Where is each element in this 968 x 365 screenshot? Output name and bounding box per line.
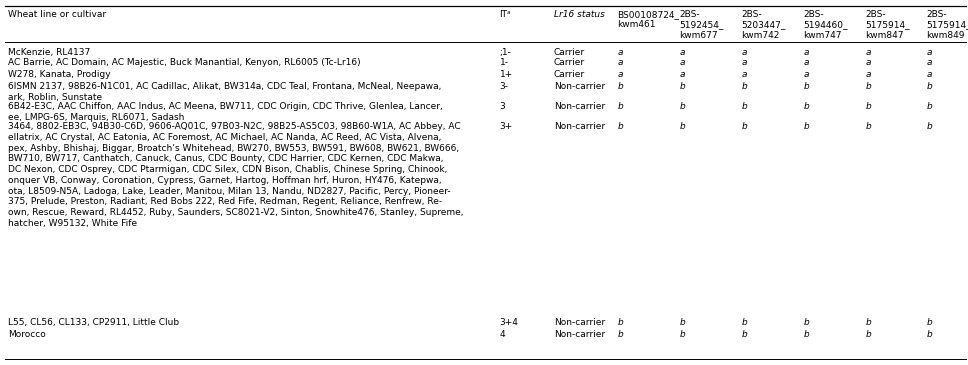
Text: 2BS-
5175914_
kwm849: 2BS- 5175914_ kwm849 bbox=[926, 10, 968, 40]
Text: b: b bbox=[865, 330, 871, 339]
Text: 6B42-E3C, AAC Chiffon, AAC Indus, AC Meena, BW711, CDC Origin, CDC Thrive, Glenl: 6B42-E3C, AAC Chiffon, AAC Indus, AC Mee… bbox=[8, 102, 442, 122]
Text: 2BS-
5194460_
kwm747: 2BS- 5194460_ kwm747 bbox=[803, 10, 848, 40]
Text: Carrier: Carrier bbox=[554, 48, 585, 57]
Text: L55, CL56, CL133, CP2911, Little Club: L55, CL56, CL133, CP2911, Little Club bbox=[8, 318, 179, 327]
Text: Non-carrier: Non-carrier bbox=[554, 82, 605, 91]
Text: b: b bbox=[618, 82, 623, 91]
Text: b: b bbox=[741, 122, 747, 131]
Text: a: a bbox=[803, 70, 809, 79]
Text: a: a bbox=[803, 58, 809, 67]
Text: Carrier: Carrier bbox=[554, 58, 585, 67]
Text: b: b bbox=[803, 122, 809, 131]
Text: a: a bbox=[618, 48, 623, 57]
Text: b: b bbox=[803, 82, 809, 91]
Text: Non-carrier: Non-carrier bbox=[554, 102, 605, 111]
Text: b: b bbox=[741, 82, 747, 91]
Text: b: b bbox=[741, 330, 747, 339]
Text: 3: 3 bbox=[499, 102, 505, 111]
Text: b: b bbox=[741, 102, 747, 111]
Text: 1-: 1- bbox=[499, 58, 508, 67]
Text: a: a bbox=[680, 48, 685, 57]
Text: a: a bbox=[680, 58, 685, 67]
Text: b: b bbox=[803, 102, 809, 111]
Text: Lr16 status: Lr16 status bbox=[554, 10, 605, 19]
Text: b: b bbox=[680, 82, 685, 91]
Text: a: a bbox=[926, 58, 932, 67]
Text: b: b bbox=[741, 318, 747, 327]
Text: 1+: 1+ bbox=[499, 70, 513, 79]
Text: b: b bbox=[865, 102, 871, 111]
Text: ITᵃ: ITᵃ bbox=[499, 10, 511, 19]
Text: McKenzie, RL4137: McKenzie, RL4137 bbox=[8, 48, 90, 57]
Text: Carrier: Carrier bbox=[554, 70, 585, 79]
Text: b: b bbox=[803, 318, 809, 327]
Text: AC Barrie, AC Domain, AC Majestic, Buck Manantial, Kenyon, RL6005 (Tc-Lr16): AC Barrie, AC Domain, AC Majestic, Buck … bbox=[8, 58, 360, 67]
Text: b: b bbox=[865, 122, 871, 131]
Text: a: a bbox=[865, 58, 871, 67]
Text: Wheat line or cultivar: Wheat line or cultivar bbox=[8, 10, 106, 19]
Text: b: b bbox=[680, 330, 685, 339]
Text: a: a bbox=[926, 48, 932, 57]
Text: Non-carrier: Non-carrier bbox=[554, 122, 605, 131]
Text: W278, Kanata, Prodigy: W278, Kanata, Prodigy bbox=[8, 70, 110, 79]
Text: b: b bbox=[680, 318, 685, 327]
Text: b: b bbox=[865, 82, 871, 91]
Text: b: b bbox=[926, 82, 932, 91]
Text: Non-carrier: Non-carrier bbox=[554, 330, 605, 339]
Text: b: b bbox=[865, 318, 871, 327]
Text: 2BS-
5175914_
kwm847: 2BS- 5175914_ kwm847 bbox=[865, 10, 910, 40]
Text: b: b bbox=[680, 102, 685, 111]
Text: a: a bbox=[618, 70, 623, 79]
Text: b: b bbox=[926, 330, 932, 339]
Text: b: b bbox=[926, 102, 932, 111]
Text: ;1-: ;1- bbox=[499, 48, 511, 57]
Text: 6ISMN 2137, 98B26-N1C01, AC Cadillac, Alikat, BW314a, CDC Teal, Frontana, McNeal: 6ISMN 2137, 98B26-N1C01, AC Cadillac, Al… bbox=[8, 82, 441, 102]
Text: a: a bbox=[926, 70, 932, 79]
Text: b: b bbox=[618, 318, 623, 327]
Text: 4: 4 bbox=[499, 330, 505, 339]
Text: 3+4: 3+4 bbox=[499, 318, 518, 327]
Text: a: a bbox=[865, 48, 871, 57]
Text: Morocco: Morocco bbox=[8, 330, 45, 339]
Text: Non-carrier: Non-carrier bbox=[554, 318, 605, 327]
Text: BS00108724_
kwm461: BS00108724_ kwm461 bbox=[618, 10, 680, 30]
Text: a: a bbox=[803, 48, 809, 57]
Text: a: a bbox=[741, 48, 747, 57]
Text: b: b bbox=[618, 102, 623, 111]
Text: 3+: 3+ bbox=[499, 122, 513, 131]
Text: 3-: 3- bbox=[499, 82, 508, 91]
Text: a: a bbox=[741, 58, 747, 67]
Text: a: a bbox=[741, 70, 747, 79]
Text: b: b bbox=[926, 122, 932, 131]
Text: b: b bbox=[926, 318, 932, 327]
Text: b: b bbox=[803, 330, 809, 339]
Text: a: a bbox=[865, 70, 871, 79]
Text: a: a bbox=[680, 70, 685, 79]
Text: b: b bbox=[618, 122, 623, 131]
Text: b: b bbox=[618, 330, 623, 339]
Text: 3464, 8802-EB3C, 94B30-C6D, 9606-AQ01C, 97B03-N2C, 98B25-AS5C03, 98B60-W1A, AC A: 3464, 8802-EB3C, 94B30-C6D, 9606-AQ01C, … bbox=[8, 122, 464, 228]
Text: a: a bbox=[618, 58, 623, 67]
Text: b: b bbox=[680, 122, 685, 131]
Text: 2BS-
5192454_
kwm677: 2BS- 5192454_ kwm677 bbox=[680, 10, 724, 40]
Text: 2BS-
5203447_
kwm742: 2BS- 5203447_ kwm742 bbox=[741, 10, 786, 40]
